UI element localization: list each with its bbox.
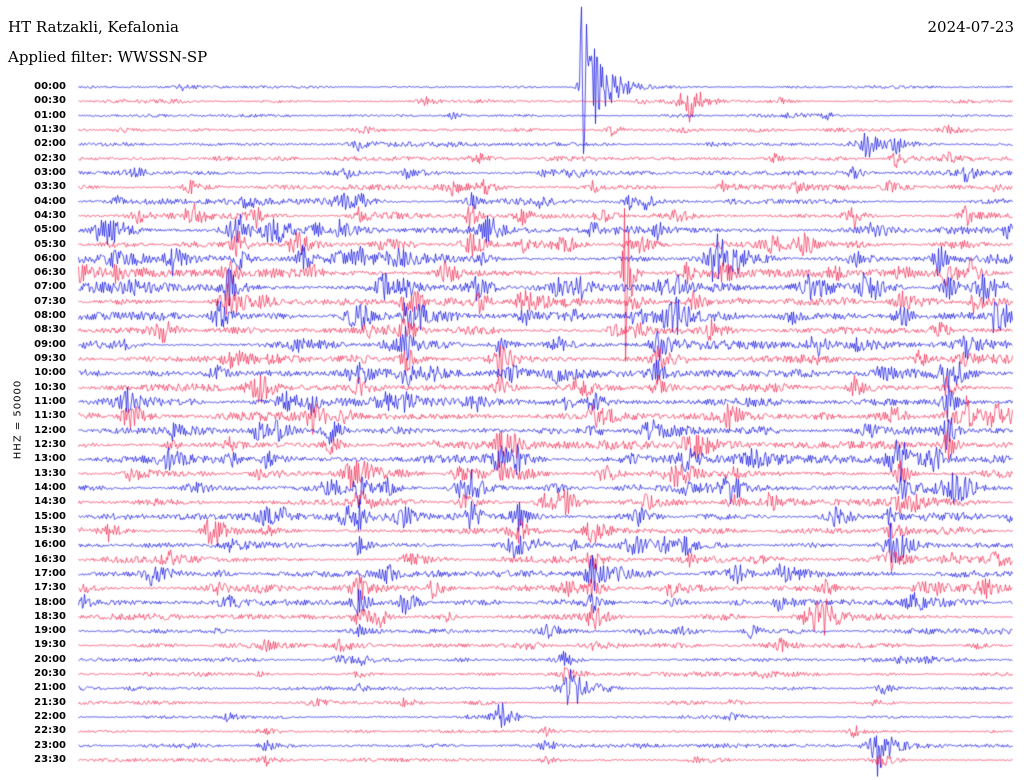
time-label: 20:30 bbox=[34, 668, 66, 680]
time-label: 10:00 bbox=[34, 367, 66, 379]
time-label: 04:30 bbox=[34, 209, 66, 221]
station-title: HT Ratzakli, Kefalonia bbox=[8, 18, 179, 36]
time-label: 21:30 bbox=[34, 696, 66, 708]
time-label: 23:00 bbox=[34, 739, 66, 751]
time-label: 13:00 bbox=[34, 453, 66, 465]
time-label: 02:00 bbox=[34, 138, 66, 150]
time-label: 15:00 bbox=[34, 510, 66, 522]
time-label: 22:30 bbox=[34, 725, 66, 737]
time-label: 02:30 bbox=[34, 152, 66, 164]
time-label: 19:00 bbox=[34, 625, 66, 637]
time-label: 14:30 bbox=[34, 496, 66, 508]
time-label: 09:00 bbox=[34, 338, 66, 350]
time-label: 21:00 bbox=[34, 682, 66, 694]
time-label: 17:00 bbox=[34, 567, 66, 579]
time-label: 15:30 bbox=[34, 524, 66, 536]
time-label: 20:00 bbox=[34, 653, 66, 665]
time-label: 11:30 bbox=[34, 410, 66, 422]
time-label: 04:00 bbox=[34, 195, 66, 207]
time-label: 06:30 bbox=[34, 267, 66, 279]
filter-label: Applied filter: WWSSN-SP bbox=[8, 48, 208, 66]
time-label: 06:00 bbox=[34, 252, 66, 264]
time-label: 09:30 bbox=[34, 353, 66, 365]
time-label: 01:30 bbox=[34, 123, 66, 135]
time-label: 12:30 bbox=[34, 439, 66, 450]
time-label: 07:00 bbox=[34, 281, 66, 293]
time-label: 23:30 bbox=[34, 754, 66, 766]
time-label: 08:30 bbox=[34, 324, 66, 336]
time-label: 16:30 bbox=[34, 553, 66, 565]
date-label: 2024-07-23 bbox=[927, 18, 1014, 36]
time-label: 17:30 bbox=[34, 582, 66, 594]
time-label: 19:30 bbox=[34, 639, 66, 651]
time-label: 03:30 bbox=[34, 181, 66, 193]
time-label: 03:00 bbox=[34, 166, 66, 178]
time-label: 01:00 bbox=[34, 109, 66, 121]
time-label: 05:00 bbox=[34, 224, 66, 236]
time-label: 12:00 bbox=[34, 424, 66, 436]
time-label: 00:00 bbox=[34, 81, 66, 92]
time-label: 05:30 bbox=[34, 238, 66, 250]
time-label: 10:30 bbox=[34, 381, 66, 393]
time-label: 16:00 bbox=[34, 539, 66, 551]
time-label: 08:00 bbox=[34, 310, 66, 322]
time-label: 22:00 bbox=[34, 711, 66, 723]
time-label: 11:00 bbox=[34, 396, 66, 408]
time-label: 13:30 bbox=[34, 467, 66, 479]
time-label: 00:30 bbox=[34, 95, 66, 107]
time-label: 14:00 bbox=[34, 481, 66, 493]
time-label: 18:00 bbox=[34, 596, 66, 608]
time-label: 18:30 bbox=[34, 610, 66, 622]
time-label: 07:30 bbox=[34, 295, 66, 307]
